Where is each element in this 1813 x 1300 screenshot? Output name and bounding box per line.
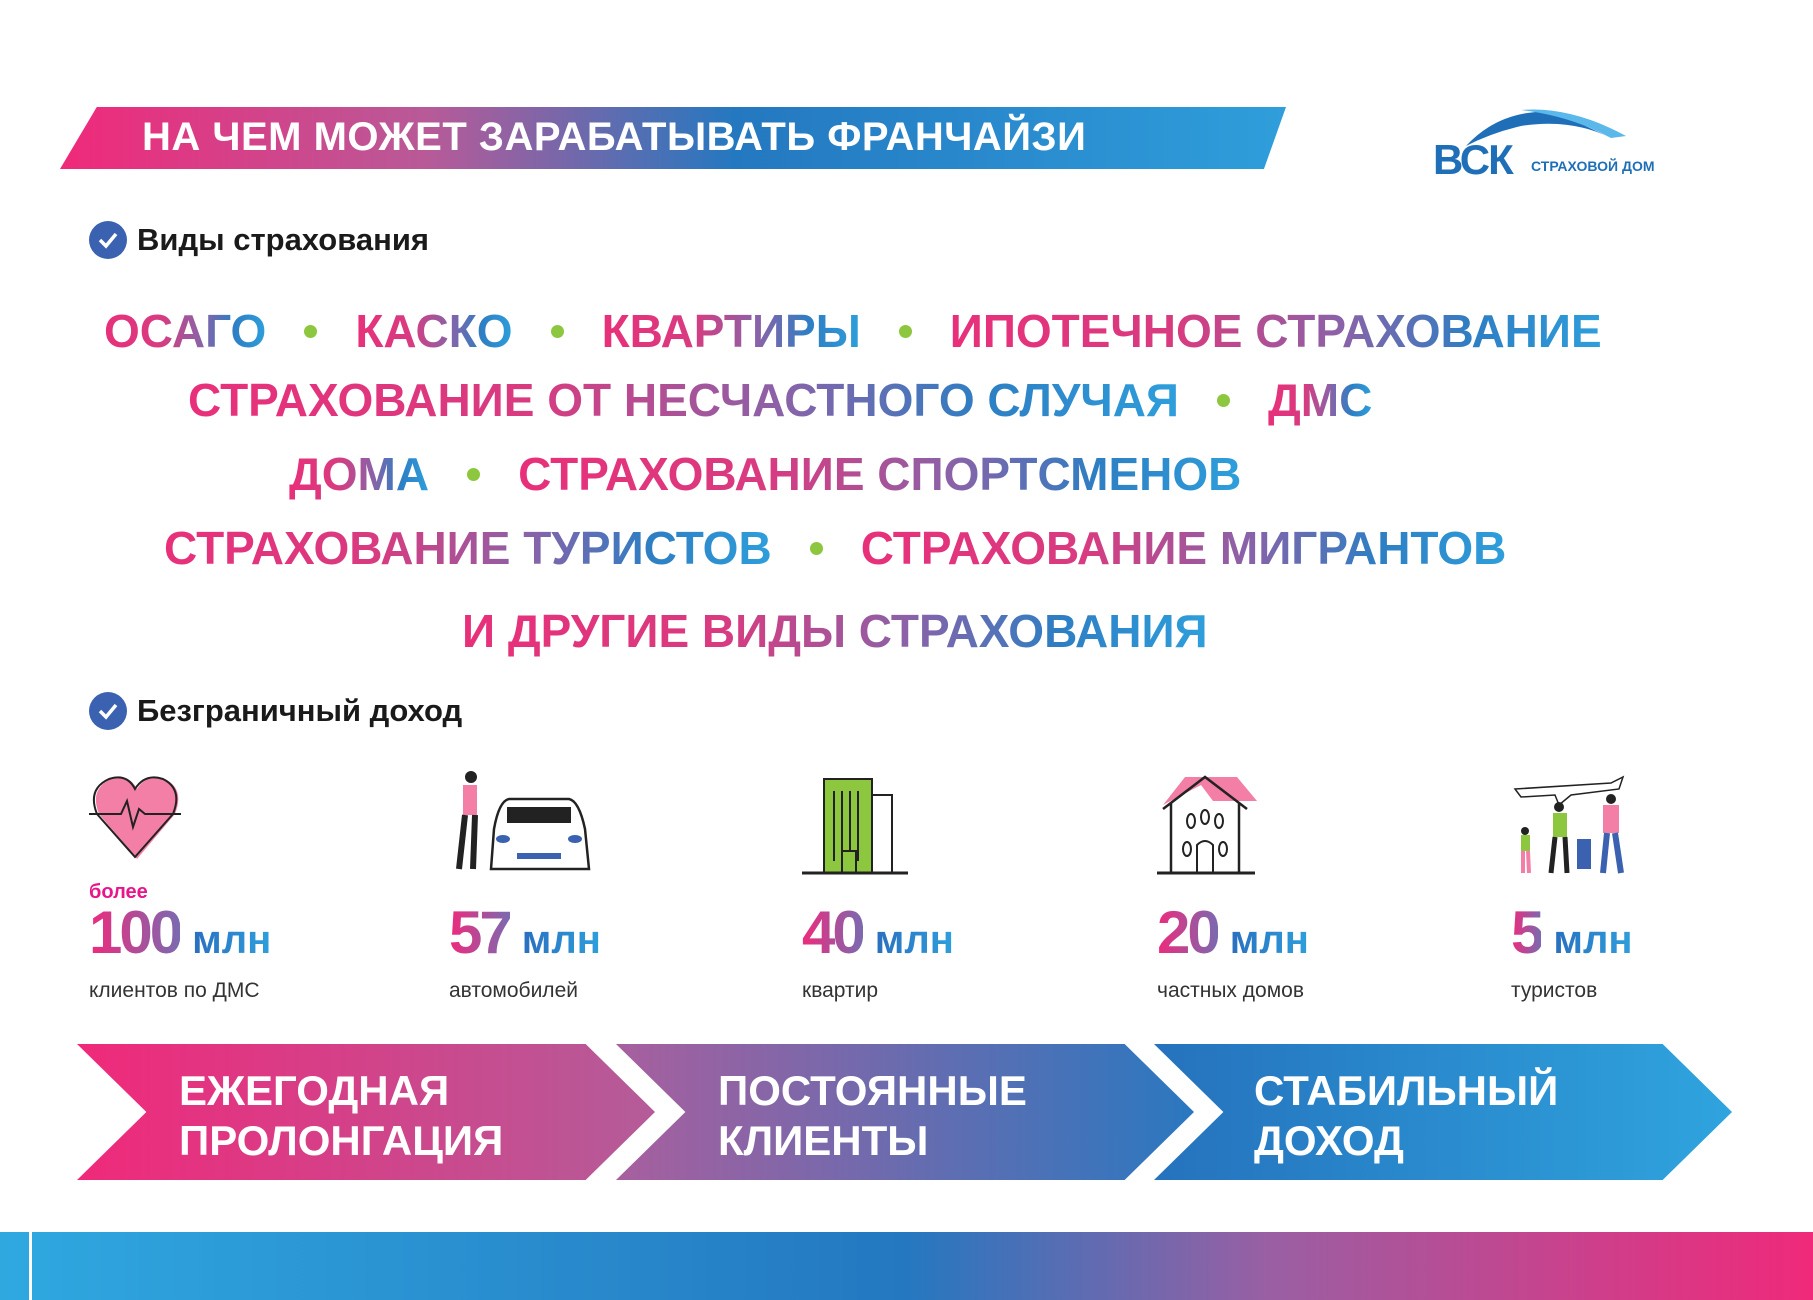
stat-cars: 57 млн автомобилей	[449, 769, 769, 1003]
footer-bar	[0, 1232, 1813, 1300]
insurance-type: СТРАХОВАНИЕ МИГРАНТОВ	[861, 517, 1507, 579]
step-regular-clients: ПОСТОЯННЫЕ КЛИЕНТЫ	[616, 1044, 1194, 1180]
insurance-line-3: ДОМА СТРАХОВАНИЕ СПОРТСМЕНОВ	[289, 443, 1241, 505]
bullet	[898, 324, 912, 338]
insurance-type: ДМС	[1268, 369, 1372, 431]
insurance-type: И ДРУГИЕ ВИДЫ СТРАХОВАНИЯ	[462, 600, 1208, 662]
insurance-line-1: ОСАГО КАСКО КВАРТИРЫ ИПОТЕЧНОЕ СТРАХОВАН…	[104, 300, 1602, 362]
apartment-building-icon	[802, 778, 908, 875]
insurance-line-4: СТРАХОВАНИЕ ТУРИСТОВ СТРАХОВАНИЕ МИГРАНТ…	[164, 517, 1506, 579]
roof-logo-icon	[1466, 109, 1626, 146]
stat-tourists: 5 млн туристов	[1511, 769, 1813, 1003]
bullet	[809, 541, 823, 555]
step-annual-renewal: ЕЖЕГОДНАЯ ПРОЛОНГАЦИЯ	[77, 1044, 655, 1180]
stat-houses: 20 млн частных домов	[1157, 769, 1477, 1003]
divider	[29, 1232, 32, 1300]
tourists-plane-icon	[1513, 775, 1625, 874]
insurance-type: СТРАХОВАНИЕ СПОРТСМЕНОВ	[518, 443, 1241, 505]
bullet	[304, 324, 318, 338]
heart-pulse-icon	[89, 776, 181, 859]
woman-car-icon	[456, 771, 591, 871]
insurance-type: СТРАХОВАНИЕ ОТ НЕСЧАСТНОГО СЛУЧАЯ	[188, 369, 1179, 431]
step-stable-income: СТАБИЛЬНЫЙ ДОХОД	[1154, 1044, 1732, 1180]
bullet	[1217, 393, 1230, 407]
house-icon	[1157, 775, 1257, 875]
insurance-type: ОСАГО	[104, 300, 266, 362]
section-insurance-types: Виды страхования	[89, 221, 429, 259]
stat-dms: более 100 млн клиентов по ДМС	[89, 769, 409, 1003]
insurance-type: ИПОТЕЧНОЕ СТРАХОВАНИЕ	[950, 300, 1602, 362]
insurance-line-5: И ДРУГИЕ ВИДЫ СТРАХОВАНИЯ	[462, 600, 1208, 662]
insurance-type: КВАРТИРЫ	[602, 300, 861, 362]
insurance-type: КАСКО	[355, 300, 512, 362]
insurance-type: ДОМА	[289, 443, 429, 505]
section-income: Безграничный доход	[89, 692, 462, 730]
insurance-type: СТРАХОВАНИЕ ТУРИСТОВ	[164, 517, 772, 579]
check-icon	[89, 221, 127, 259]
header-banner: НА ЧЕМ МОЖЕТ ЗАРАБАТЫВАТЬ ФРАНЧАЙЗИ	[60, 107, 1286, 169]
vsk-logo: ВСК СТРАХОВОЙ ДОМ	[1433, 108, 1673, 183]
check-icon	[89, 692, 127, 730]
bullet	[467, 467, 481, 481]
stat-apartments: 40 млн квартир	[802, 769, 1122, 1003]
page-title: НА ЧЕМ МОЖЕТ ЗАРАБАТЫВАТЬ ФРАНЧАЙЗИ	[142, 115, 1087, 159]
insurance-line-2: СТРАХОВАНИЕ ОТ НЕСЧАСТНОГО СЛУЧАЯ ДМС	[188, 369, 1372, 431]
bullet	[550, 324, 564, 338]
